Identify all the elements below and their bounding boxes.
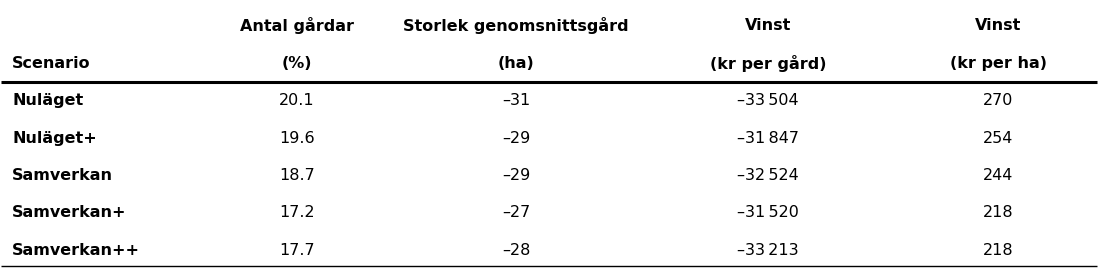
Text: (ha): (ha): [497, 55, 535, 71]
Text: –28: –28: [502, 243, 530, 258]
Text: –29: –29: [502, 168, 530, 183]
Text: Nuläget+: Nuläget+: [12, 131, 97, 145]
Text: 19.6: 19.6: [279, 131, 315, 145]
Text: 218: 218: [983, 243, 1013, 258]
Text: 244: 244: [983, 168, 1013, 183]
Text: 18.7: 18.7: [279, 168, 315, 183]
Text: Nuläget: Nuläget: [12, 93, 83, 108]
Text: Vinst: Vinst: [744, 18, 792, 33]
Text: 254: 254: [983, 131, 1013, 145]
Text: –29: –29: [502, 131, 530, 145]
Text: Samverkan+: Samverkan+: [12, 205, 127, 221]
Text: Vinst: Vinst: [975, 18, 1021, 33]
Text: 17.2: 17.2: [279, 205, 315, 221]
Text: –32 524: –32 524: [737, 168, 799, 183]
Text: –33 213: –33 213: [737, 243, 799, 258]
Text: 270: 270: [983, 93, 1013, 108]
Text: –33 504: –33 504: [737, 93, 799, 108]
Text: (%): (%): [282, 55, 312, 71]
Text: Scenario: Scenario: [12, 55, 91, 71]
Text: Storlek genomsnittsgård: Storlek genomsnittsgård: [403, 17, 629, 34]
Text: 20.1: 20.1: [279, 93, 315, 108]
Text: –31 847: –31 847: [737, 131, 799, 145]
Text: (kr per ha): (kr per ha): [950, 55, 1046, 71]
Text: Samverkan++: Samverkan++: [12, 243, 141, 258]
Text: 17.7: 17.7: [279, 243, 315, 258]
Text: (kr per gård): (kr per gård): [709, 55, 827, 71]
Text: 218: 218: [983, 205, 1013, 221]
Text: Samverkan: Samverkan: [12, 168, 113, 183]
Text: –27: –27: [502, 205, 530, 221]
Text: Antal gårdar: Antal gårdar: [240, 17, 354, 34]
Text: –31 520: –31 520: [737, 205, 799, 221]
Text: –31: –31: [502, 93, 530, 108]
